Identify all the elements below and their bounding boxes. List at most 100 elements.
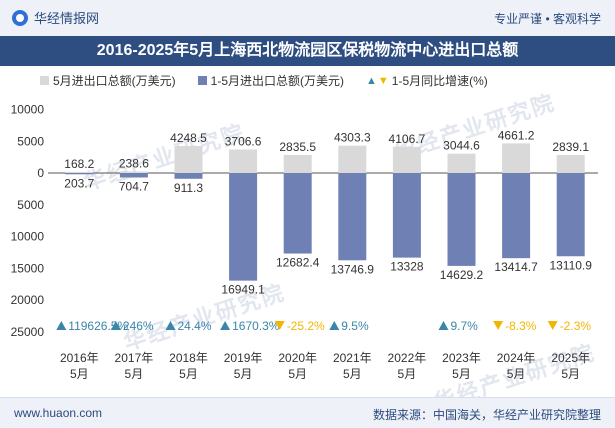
growth-up-triangle-icon <box>329 321 340 330</box>
y-tick-label: 10000 <box>11 230 45 244</box>
may-bar-label: 2839.1 <box>552 140 589 154</box>
cum-bar-label: 911.3 <box>174 181 203 195</box>
growth-label: 24.4% <box>178 319 212 333</box>
legend-cum: 1-5月进出口总额(万美元) <box>197 72 345 89</box>
cum-bar <box>447 173 476 266</box>
may-bar <box>65 171 94 173</box>
brand-logo-icon <box>12 9 28 26</box>
cum-bar <box>392 173 421 258</box>
legend-growth: ▲ ▼ 1-5月同比增速(%) <box>366 72 488 89</box>
y-tick-label: 10000 <box>11 103 45 117</box>
growth-up-triangle-icon <box>438 321 449 330</box>
cum-bar <box>229 173 258 281</box>
cum-bar <box>556 173 585 257</box>
legend-may: 5月进出口总额(万美元) <box>40 72 176 89</box>
legend-growth-label: 1-5月同比增速(%) <box>391 74 488 88</box>
legend-may-swatch <box>40 76 49 85</box>
may-bar-label: 4248.5 <box>170 131 207 145</box>
x-tick-label: 5月 <box>343 367 362 381</box>
y-tick-label: 20000 <box>11 293 45 307</box>
chart-area: 10000 5000 0 5000 10000 15000 20000 25000 168.2 2… <box>11 103 598 381</box>
may-bar <box>338 145 367 173</box>
may-bar-label: 2835.5 <box>279 140 316 154</box>
x-tick-label: 5月 <box>234 367 253 381</box>
x-tick-label: 2022年 <box>388 351 427 365</box>
x-tick-label: 2025年 <box>551 351 590 365</box>
tagline: 专业严谨 • 客观科学 <box>494 12 601 26</box>
x-tick-label: 2019年 <box>224 351 263 365</box>
cum-bar-label: 13328 <box>390 260 424 274</box>
legend-may-label: 5月进出口总额(万美元) <box>53 74 176 88</box>
x-tick-label: 5月 <box>70 367 89 381</box>
y-tick-label: 5000 <box>17 134 44 148</box>
website-link[interactable]: www.huaon.com <box>14 406 103 420</box>
cum-bar-label: 203.7 <box>64 176 94 190</box>
cum-bar <box>65 173 94 175</box>
x-tick-label: 2020年 <box>278 351 317 365</box>
may-bar <box>556 154 585 173</box>
may-bar <box>229 149 258 173</box>
may-bar <box>447 153 476 173</box>
growth-label: 119626.5% <box>68 319 128 333</box>
cum-bar <box>502 173 531 259</box>
growth-label: 9.5% <box>341 319 369 333</box>
may-bar-label: 168.2 <box>64 157 94 171</box>
x-tick-label: 5月 <box>452 367 471 381</box>
x-tick-label: 5月 <box>398 367 417 381</box>
cum-bar-label: 13110.9 <box>549 258 592 272</box>
y-tick-label: 0 <box>37 166 44 180</box>
x-tick-label: 2024年 <box>497 351 536 365</box>
growth-up-triangle-icon <box>56 321 67 330</box>
growth-up-triangle-icon <box>110 321 121 330</box>
x-tick-label: 2021年 <box>333 351 372 365</box>
may-bar-label: 4106.7 <box>389 132 426 146</box>
legend-up-triangle-icon: ▲ <box>366 74 377 87</box>
may-bar-label: 3706.6 <box>225 134 262 148</box>
cum-bar <box>338 173 367 261</box>
x-tick-label: 5月 <box>288 367 307 381</box>
brand-name: 华经情报网 <box>34 11 100 26</box>
cum-bar-label: 13414.7 <box>494 260 538 274</box>
cum-bar-label: 12682.4 <box>276 256 320 270</box>
x-tick-label: 2016年 <box>60 351 99 365</box>
x-tick-label: 5月 <box>561 367 580 381</box>
cum-bar <box>283 173 312 254</box>
growth-down-triangle-icon <box>493 321 504 330</box>
cum-bar <box>174 173 203 179</box>
may-bar-label: 238.6 <box>119 156 149 170</box>
x-tick-label: 5月 <box>179 367 198 381</box>
cum-bar-label: 16949.1 <box>221 283 265 297</box>
may-bar <box>502 143 531 173</box>
chart-legend: 5月进出口总额(万美元) 1-5月进出口总额(万美元) ▲ ▼ 1-5月同比增速… <box>40 72 488 89</box>
legend-cum-label: 1-5月进出口总额(万美元) <box>210 74 345 88</box>
may-bar <box>392 146 421 173</box>
growth-down-triangle-icon <box>547 321 558 330</box>
header-bar: 华经情报网 专业严谨 • 客观科学 <box>0 0 615 37</box>
growth-up-triangle-icon <box>220 321 231 330</box>
legend-down-triangle-icon: ▼ <box>377 74 389 87</box>
growth-label: -25.2% <box>287 319 325 333</box>
legend-cum-swatch <box>197 76 207 85</box>
y-tick-label: 25000 <box>11 325 45 339</box>
growth-label: 1670.3% <box>232 319 280 333</box>
chart-title: 2016-2025年5月上海西北物流园区保税物流中心进出口总额 <box>0 36 615 66</box>
y-tick-label: 5000 <box>17 198 44 212</box>
may-bar-label: 3044.6 <box>443 139 480 153</box>
cum-bar <box>119 173 148 178</box>
may-bar-label: 4303.3 <box>334 131 371 145</box>
cum-bar-label: 13746.9 <box>331 262 375 276</box>
x-tick-label: 5月 <box>125 367 144 381</box>
x-tick-label: 5月 <box>507 367 526 381</box>
may-bar-label: 4661.2 <box>498 128 535 142</box>
cum-bar-label: 14629.2 <box>440 268 484 282</box>
x-tick-label: 2018年 <box>169 351 208 365</box>
growth-label: 9.7% <box>451 319 479 333</box>
data-source: 数据来源：中国海关，华经产业研究院整理 <box>372 408 601 422</box>
may-bar <box>119 171 148 173</box>
brand[interactable]: 华经情报网 <box>12 8 99 27</box>
y-tick-label: 15000 <box>11 261 45 275</box>
cum-bar-label: 704.7 <box>119 179 149 193</box>
growth-up-triangle-icon <box>165 321 176 330</box>
growth-label: -2.3% <box>560 319 592 333</box>
may-bar <box>283 154 312 173</box>
